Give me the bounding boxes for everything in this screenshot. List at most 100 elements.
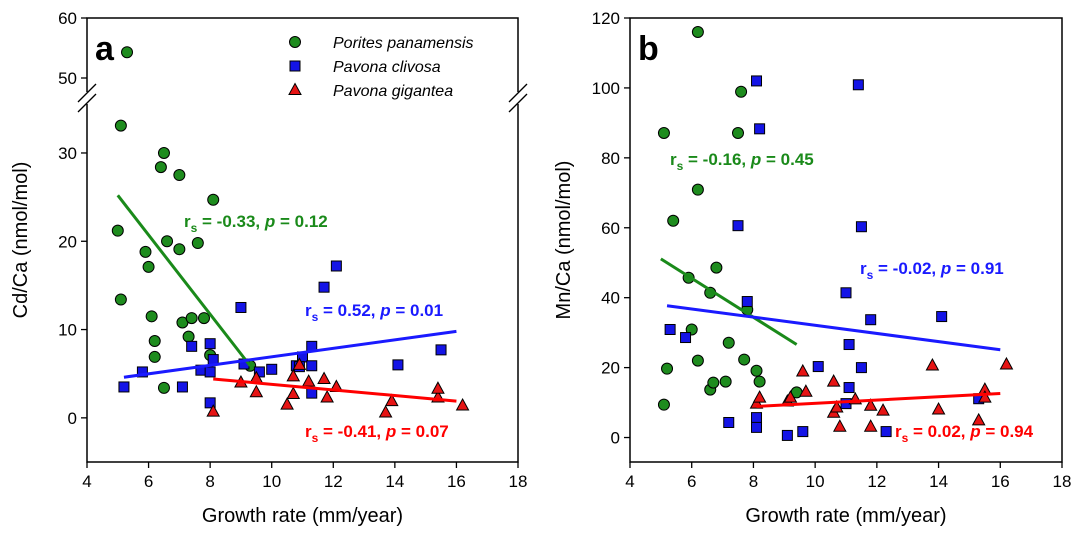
data-point [751, 75, 763, 87]
data-point [157, 146, 170, 159]
axis-break-gap [84, 92, 90, 104]
x-tick-label: 4 [625, 472, 634, 491]
fit-line [660, 257, 798, 346]
y-tick-label: 50 [58, 69, 77, 88]
data-point [139, 245, 152, 258]
data-point [738, 353, 751, 366]
data-point [797, 426, 809, 438]
data-point [719, 375, 732, 388]
data-point [657, 127, 670, 140]
data-point [710, 261, 723, 274]
annotation-part: = 0.52, [318, 301, 380, 320]
annotation-part: = -0.02, [873, 259, 941, 278]
data-point [783, 390, 798, 403]
x-tick-label: 18 [1053, 472, 1072, 491]
annotation-part: r [305, 422, 312, 441]
annotation-part: r [860, 259, 867, 278]
fit-line [123, 329, 457, 379]
data-point [812, 361, 824, 373]
data-point [306, 360, 318, 372]
data-point [852, 79, 864, 91]
fit-line [666, 304, 1001, 352]
data-point [301, 374, 316, 387]
annotation-part: = -0.16, [683, 150, 751, 169]
data-point [925, 357, 940, 371]
data-point [204, 397, 216, 409]
x-tick-label: 16 [447, 472, 466, 491]
data-point [829, 399, 844, 413]
data-point [148, 350, 161, 363]
annotation-part: s [191, 221, 198, 235]
x-tick-label: 18 [509, 472, 528, 491]
annotation-part: p [969, 422, 980, 441]
data-point [855, 221, 867, 233]
data-point [173, 169, 186, 182]
data-point [317, 371, 331, 385]
y-tick-label: 60 [601, 219, 620, 238]
plot-frame [629, 17, 1063, 463]
data-point [161, 235, 174, 248]
data-point [664, 323, 676, 335]
axis-break [77, 83, 97, 103]
data-point [843, 382, 855, 394]
annotation: rs = 0.02, p = 0.94 [895, 422, 1034, 445]
data-point [157, 381, 170, 394]
data-point [840, 287, 852, 299]
x-tick-label: 8 [749, 472, 758, 491]
annotation-part: = 0.45 [761, 150, 813, 169]
data-point [206, 404, 221, 417]
data-point [145, 310, 158, 323]
data-point [691, 25, 704, 38]
data-point [111, 224, 124, 237]
panel-label: a [95, 30, 115, 68]
data-point [330, 260, 342, 272]
data-point [118, 381, 130, 393]
annotation-part: = 0.07 [396, 422, 448, 441]
annotation: rs = -0.02, p = 0.91 [860, 259, 1004, 282]
annotation: rs = -0.33, p = 0.12 [184, 212, 328, 235]
data-point [435, 344, 447, 356]
annotation-part: p [385, 422, 396, 441]
data-point [691, 183, 704, 196]
data-point [286, 368, 301, 382]
data-point [121, 46, 134, 59]
data-point [292, 357, 307, 370]
data-point [318, 281, 330, 293]
data-point [722, 336, 735, 349]
data-point [182, 330, 195, 343]
data-point [191, 237, 204, 250]
annotation-part: p [379, 301, 390, 320]
legend-label: Pavona gigantea [333, 83, 453, 100]
data-point [863, 398, 878, 411]
data-point [865, 314, 877, 326]
data-point [735, 85, 748, 98]
annotation-part: p [750, 150, 761, 169]
data-point [204, 366, 216, 378]
annotation-part: = 0.02, [908, 422, 970, 441]
data-point [855, 362, 867, 374]
data-point [114, 293, 127, 306]
data-point [266, 363, 278, 375]
y-axis-label: Cd/Ca (nmol/mol) [10, 162, 32, 319]
data-point [732, 127, 744, 140]
data-point [185, 312, 198, 325]
data-point [751, 412, 763, 424]
annotation-part: s [312, 431, 319, 445]
x-tick-label: 6 [144, 472, 153, 491]
data-point [978, 390, 992, 403]
data-point [148, 335, 161, 348]
annotation-part: p [940, 259, 951, 278]
data-point [876, 403, 890, 416]
y-tick-label: 40 [601, 289, 620, 308]
plot-frame [86, 17, 519, 463]
annotation: rs = 0.52, p = 0.01 [305, 301, 443, 324]
y-tick-label: 100 [592, 79, 620, 98]
data-point [732, 220, 744, 232]
data-point [186, 340, 198, 352]
data-point [142, 260, 155, 273]
annotation-part: p [264, 212, 275, 231]
fit-line [213, 377, 457, 403]
axis-break [508, 93, 528, 113]
annotation-part: s [902, 431, 909, 445]
